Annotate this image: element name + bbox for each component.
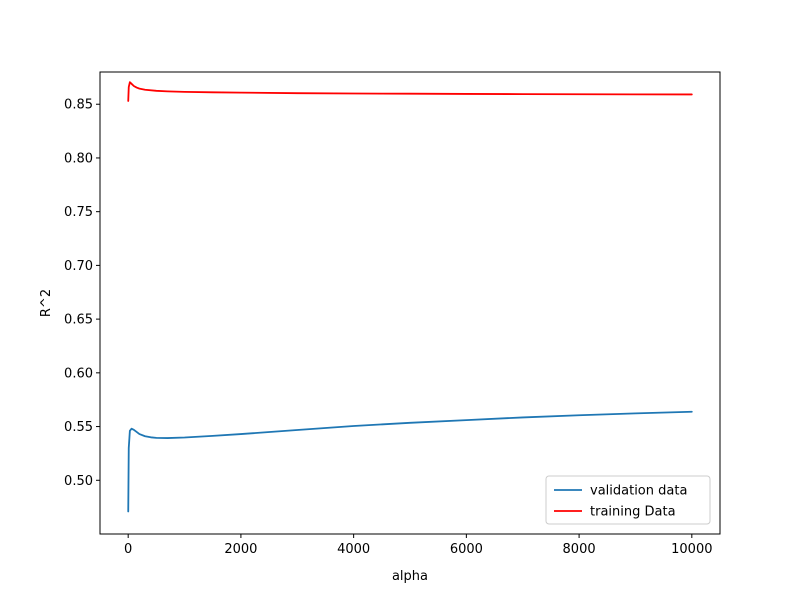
x-axis-label: alpha — [392, 569, 428, 584]
series-line-0 — [127, 410, 693, 513]
y-tick-label: 0.60 — [64, 366, 93, 381]
x-tick-label: 2000 — [224, 542, 257, 557]
ticks-layer: 0 2000 4000 6000 8000 10000 0.50 0.55 0.60 0.65 0.… — [64, 98, 712, 557]
x-tick-label: 8000 — [563, 542, 596, 557]
axes-frame — [99, 71, 721, 535]
x-tick-label: 6000 — [450, 542, 483, 557]
y-tick-label: 0.50 — [64, 474, 93, 489]
series-layer — [127, 81, 693, 513]
legend-box — [545, 475, 711, 525]
legend-label-0: validation data — [590, 484, 687, 499]
legend-label-1: training Data — [590, 505, 676, 520]
y-tick-label: 0.80 — [64, 151, 93, 166]
x-tick-label: 4000 — [337, 542, 370, 557]
y-axis-label: R^2 — [39, 289, 54, 317]
legend: validation data training Data — [545, 475, 711, 525]
y-tick-label: 0.70 — [64, 259, 93, 274]
x-tick-label: 0 — [124, 542, 132, 557]
x-tick-label: 10000 — [671, 542, 712, 557]
series-line-1 — [127, 81, 693, 102]
y-tick-label: 0.55 — [64, 420, 93, 435]
y-tick-label: 0.65 — [64, 313, 93, 328]
y-tick-label: 0.75 — [64, 205, 93, 220]
y-tick-label: 0.85 — [64, 98, 93, 113]
